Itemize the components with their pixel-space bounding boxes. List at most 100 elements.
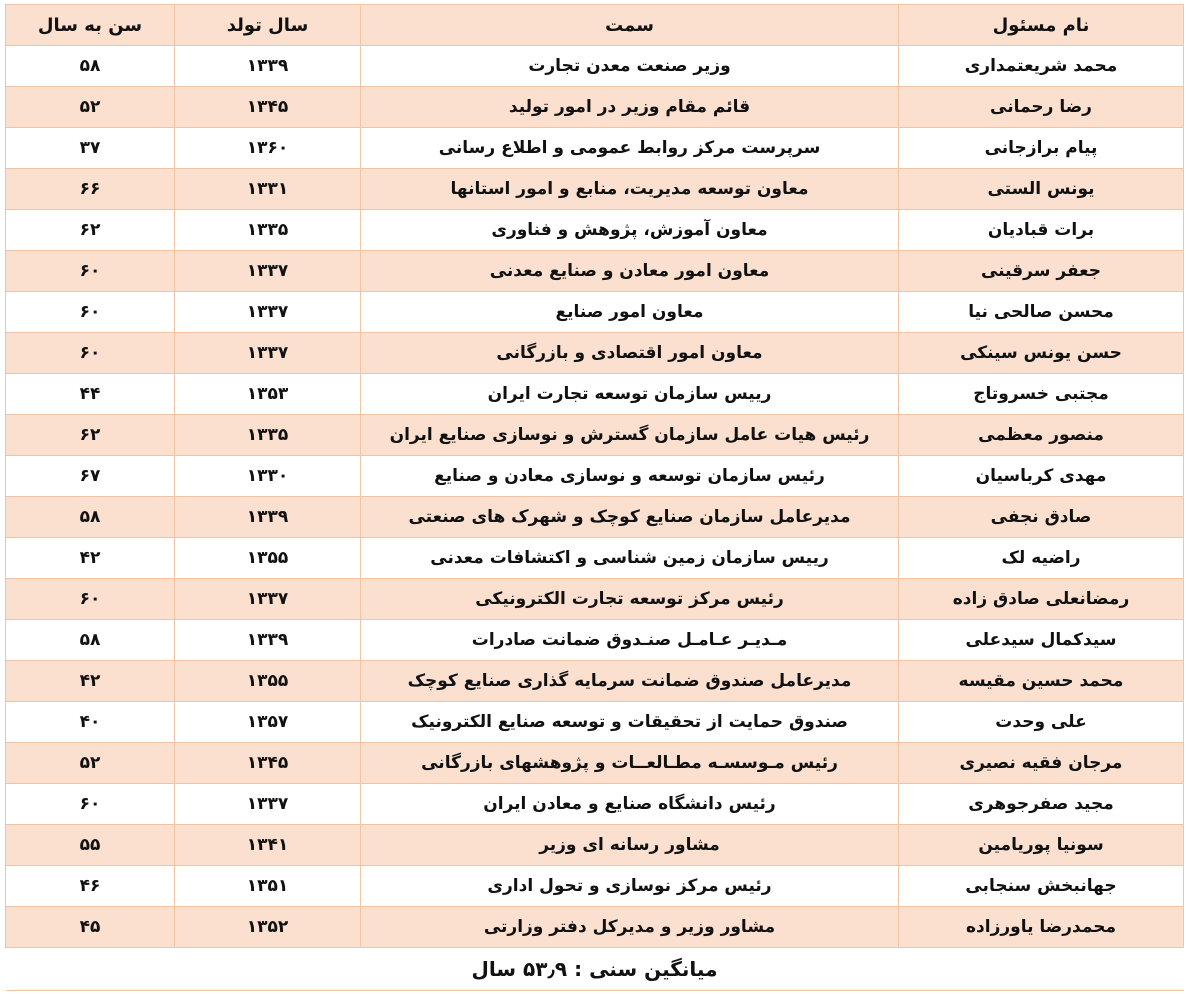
cell-name: رمضانعلی صادق زاده (898, 578, 1184, 620)
cell-name: برات قبادیان (898, 209, 1184, 251)
cell-position: رئیس دانشگاه صنایع و معادن ایران (360, 783, 899, 825)
table-row: محمدرضا یاورزاده مشاور وزیر و مدیرکل دفتر… (5, 906, 1184, 948)
cell-name: محمد شریعتمداری (898, 45, 1184, 87)
cell-age: ۶۲ (5, 414, 175, 456)
cell-age: ۵۲ (5, 86, 175, 128)
table-row: محمد شریعتمداری وزیر صنعت معدن تجارت ۱۳۳۹ ۵… (5, 45, 1184, 87)
cell-name: مجید صفرجوهری (898, 783, 1184, 825)
cell-birth-year: ۱۳۳۹ (174, 619, 361, 661)
cell-age: ۵۸ (5, 619, 175, 661)
table-row: مهدی کرباسیان رئیس سازمان توسعه و نوسازی … (5, 455, 1184, 497)
cell-age: ۶۰ (5, 291, 175, 333)
table-row: منصور معظمی رئیس هیات عامل سازمان گسترش و… (5, 414, 1184, 456)
table-row: صادق نجفی مدیرعامل سازمان صنایع کوچک و شه… (5, 496, 1184, 538)
header-age: سن به سال (5, 4, 175, 46)
cell-name: راضیه لک (898, 537, 1184, 579)
average-age: میانگین سنی : ۵۳٫۹ سال (5, 947, 1184, 991)
cell-name: سیدکمال سیدعلی (898, 619, 1184, 661)
cell-age: ۴۲ (5, 660, 175, 702)
cell-birth-year: ۱۳۶۰ (174, 127, 361, 169)
cell-age: ۶۰ (5, 332, 175, 374)
table-row: راضیه لک رییس سازمان زمین شناسی و اکتشافا… (5, 537, 1184, 579)
cell-age: ۶۰ (5, 578, 175, 620)
cell-age: ۴۵ (5, 906, 175, 948)
cell-birth-year: ۱۳۵۵ (174, 660, 361, 702)
cell-position: رئیس هیات عامل سازمان گسترش و نوسازی صنا… (360, 414, 899, 456)
table-row: مرجان فقیه نصیری رئیس مـوسسـه مطـالعــات … (5, 742, 1184, 784)
cell-name: محمدرضا یاورزاده (898, 906, 1184, 948)
table-row: محسن صالحی نیا معاون امور صنایع ۱۳۳۷ ۶۰ (5, 291, 1184, 333)
header-name: نام مسئول (898, 4, 1184, 46)
cell-name: مجتبی خسروتاج (898, 373, 1184, 415)
table-row: پیام برازجانی سرپرست مرکز روابط عمومی و ا… (5, 127, 1184, 169)
cell-birth-year: ۱۳۳۷ (174, 250, 361, 292)
cell-position: قائم مقام وزیر در امور تولید (360, 86, 899, 128)
cell-position: رئیس مـوسسـه مطـالعــات و پژوهشهای بازرگ… (360, 742, 899, 784)
cell-position: مدیرعامل سازمان صنایع کوچک و شهرک های صن… (360, 496, 899, 538)
cell-age: ۶۷ (5, 455, 175, 497)
cell-name: محمد حسین مقیسه (898, 660, 1184, 702)
header-position: سمت (360, 4, 899, 46)
cell-position: مـدیـر عـامـل صنـدوق ضمانت صادرات (360, 619, 899, 661)
cell-position: معاون امور اقتصادی و بازرگانی (360, 332, 899, 374)
cell-birth-year: ۱۳۴۱ (174, 824, 361, 866)
cell-name: یونس الستی (898, 168, 1184, 210)
cell-name: رضا رحمانی (898, 86, 1184, 128)
cell-name: سونیا پوریامین (898, 824, 1184, 866)
cell-position: سرپرست مرکز روابط عمومی و اطلاع رسانی (360, 127, 899, 169)
cell-birth-year: ۱۳۵۵ (174, 537, 361, 579)
header-row: نام مسئول سمت سال تولد سن به سال (5, 4, 1184, 46)
cell-position: معاون امور معادن و صنایع معدنی (360, 250, 899, 292)
table-row: جهانبخش سنجابی رئیس مرکز نوسازی و تحول اد… (5, 865, 1184, 907)
cell-position: صندوق حمایت از تحقیقات و توسعه صنایع الک… (360, 701, 899, 743)
cell-position: مدیرعامل صندوق ضمانت سرمایه گذاری صنایع … (360, 660, 899, 702)
table-row: رضا رحمانی قائم مقام وزیر در امور تولید ۱۳… (5, 86, 1184, 128)
cell-name: علی وحدت (898, 701, 1184, 743)
cell-age: ۶۶ (5, 168, 175, 210)
cell-name: جهانبخش سنجابی (898, 865, 1184, 907)
cell-birth-year: ۱۳۳۷ (174, 783, 361, 825)
cell-position: مشاور رسانه ای وزیر (360, 824, 899, 866)
cell-position: رییس سازمان زمین شناسی و اکتشافات معدنی (360, 537, 899, 579)
cell-age: ۶۰ (5, 250, 175, 292)
cell-position: معاون امور صنایع (360, 291, 899, 333)
cell-birth-year: ۱۳۵۱ (174, 865, 361, 907)
cell-position: معاون توسعه مدیریت، منابع و امور استانها (360, 168, 899, 210)
cell-position: رئیس مرکز نوسازی و تحول اداری (360, 865, 899, 907)
cell-birth-year: ۱۳۳۰ (174, 455, 361, 497)
cell-age: ۶۲ (5, 209, 175, 251)
cell-name: محسن صالحی نیا (898, 291, 1184, 333)
table-row: مجتبی خسروتاج رییس سازمان توسعه تجارت ایر… (5, 373, 1184, 415)
cell-birth-year: ۱۳۳۷ (174, 332, 361, 374)
cell-birth-year: ۱۳۴۵ (174, 742, 361, 784)
cell-birth-year: ۱۳۳۵ (174, 209, 361, 251)
cell-name: پیام برازجانی (898, 127, 1184, 169)
table-row: سیدکمال سیدعلی مـدیـر عـامـل صنـدوق ضمانت… (5, 619, 1184, 661)
cell-name: مهدی کرباسیان (898, 455, 1184, 497)
cell-birth-year: ۱۳۵۲ (174, 906, 361, 948)
footer-row: میانگین سنی : ۵۳٫۹ سال (5, 947, 1184, 991)
cell-birth-year: ۱۳۳۷ (174, 291, 361, 333)
table-row: سونیا پوریامین مشاور رسانه ای وزیر ۱۳۴۱ ۵۵ (5, 824, 1184, 866)
cell-age: ۴۶ (5, 865, 175, 907)
officials-table: نام مسئول سمت سال تولد سن به سال محمد شر… (5, 4, 1184, 991)
cell-name: جعفر سرقینی (898, 250, 1184, 292)
cell-name: مرجان فقیه نصیری (898, 742, 1184, 784)
header-birth-year: سال تولد (174, 4, 361, 46)
cell-age: ۴۲ (5, 537, 175, 579)
cell-birth-year: ۱۳۳۵ (174, 414, 361, 456)
cell-age: ۵۵ (5, 824, 175, 866)
table-row: حسن یونس سینکی معاون امور اقتصادی و بازرگ… (5, 332, 1184, 374)
cell-birth-year: ۱۳۳۹ (174, 45, 361, 87)
cell-position: معاون آموزش، پژوهش و فناوری (360, 209, 899, 251)
cell-age: ۶۰ (5, 783, 175, 825)
cell-age: ۵۸ (5, 496, 175, 538)
cell-position: رییس سازمان توسعه تجارت ایران (360, 373, 899, 415)
table-row: جعفر سرقینی معاون امور معادن و صنایع معدن… (5, 250, 1184, 292)
cell-birth-year: ۱۳۵۳ (174, 373, 361, 415)
table-row: مجید صفرجوهری رئیس دانشگاه صنایع و معادن … (5, 783, 1184, 825)
cell-name: حسن یونس سینکی (898, 332, 1184, 374)
cell-birth-year: ۱۳۳۷ (174, 578, 361, 620)
cell-age: ۵۸ (5, 45, 175, 87)
cell-birth-year: ۱۳۳۱ (174, 168, 361, 210)
